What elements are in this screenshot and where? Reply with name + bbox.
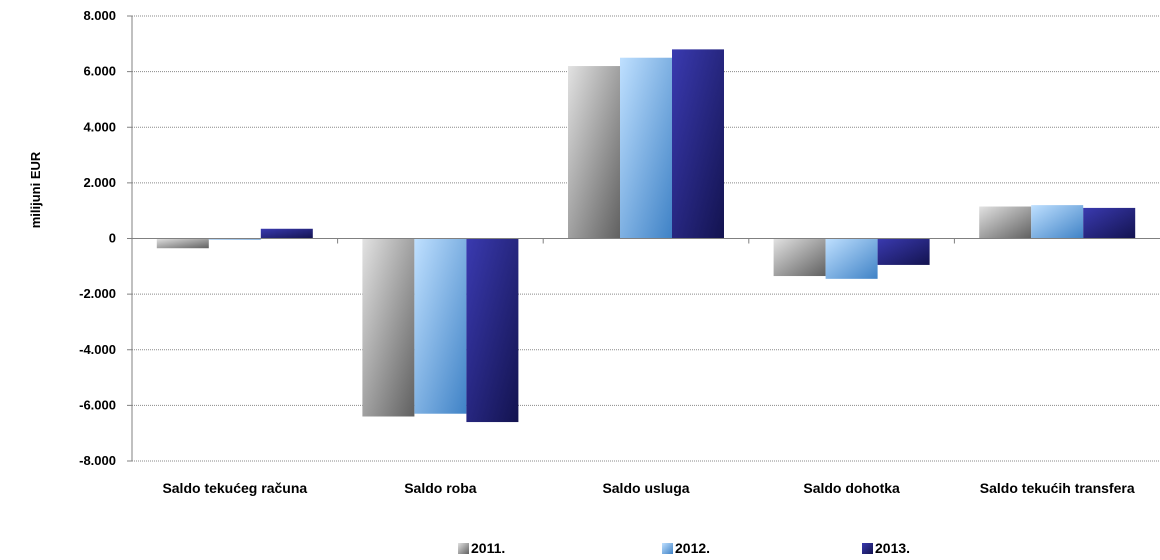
bar-2012-5 [1031,205,1084,239]
bar-2012-4 [825,238,878,279]
y-tick-label: 4.000 [83,119,116,134]
y-tick-label: -2.000 [79,286,116,301]
legend-swatch [862,543,873,554]
x-category-label: Saldo roba [404,480,477,496]
bar-2011-2 [362,238,415,417]
bars [156,49,1136,423]
bar-2013-3 [672,49,724,239]
bar-2011-4 [773,238,826,277]
y-tick-label: 6.000 [83,64,116,79]
y-tick-label: -8.000 [79,453,116,468]
y-tick-label: 8.000 [83,8,116,23]
y-tick-label: -4.000 [79,342,116,357]
legend-label: 2012. [675,540,710,556]
bar-2013-4 [877,238,930,265]
y-axis-tick-labels: 8.000 6.000 4.000 2.000 0 -2.000 -4.000 -6.000 -… [79,8,116,468]
y-tick-label: -6.000 [79,397,116,412]
x-category-label: Saldo usluga [602,480,689,496]
x-category-label: Saldo dohotka [803,480,900,496]
y-tick-label: 2.000 [83,175,116,190]
bar-2012-2 [414,238,467,414]
bar-2011-1 [156,238,209,249]
y-tick-label: 0 [109,231,116,246]
bar-2013-2 [466,238,519,423]
bar-2013-1 [260,228,313,239]
y-axis-label: milijuni EUR [28,151,43,228]
legend: 2011. 2012. 2013. [458,540,910,556]
bar-2011-3 [568,66,620,239]
legend-label: 2013. [875,540,910,556]
x-category-label: Saldo tekućeg računa [162,480,307,496]
bar-2012-3 [620,57,672,239]
legend-swatch [662,543,673,554]
x-axis-category-labels: Saldo tekućeg računa Saldo roba Saldo uslu… [162,480,1134,496]
bar-2013-5 [1083,207,1136,239]
legend-label: 2011. [471,540,505,556]
x-category-label: Saldo tekućih transfera [980,480,1135,496]
bar-2011-5 [979,206,1032,239]
axes [127,15,1160,462]
legend-swatch [458,543,469,554]
bar-2012-1 [208,238,261,240]
